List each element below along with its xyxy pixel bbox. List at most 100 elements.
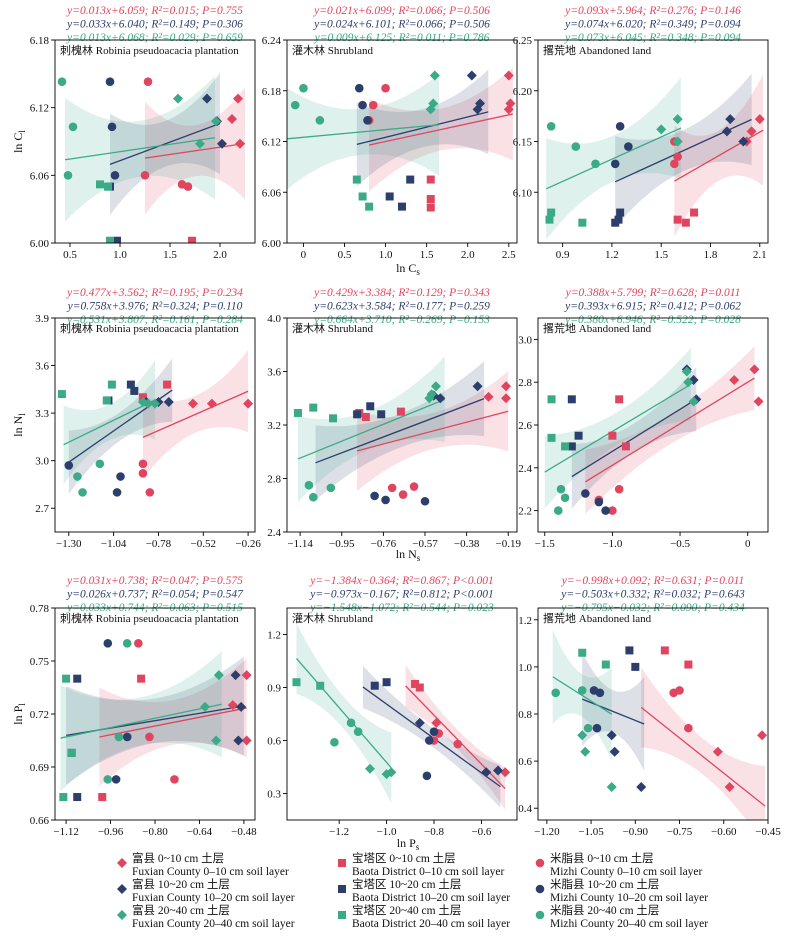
- data-point-2-3: [57, 77, 67, 87]
- data-point-0-0: [749, 364, 760, 375]
- y-tick-label: 0.72: [30, 709, 49, 721]
- data-point-2-8: [106, 236, 114, 243]
- data-point-1-8: [611, 218, 620, 227]
- x-axis-label-sub: s: [416, 842, 420, 852]
- panel-title: 刺槐林 Robinia pseudoacacia plantation: [60, 321, 239, 335]
- x-tick-label: −0.6: [471, 826, 491, 838]
- x-tick-label: −0.76: [371, 538, 397, 550]
- data-point-0-0: [757, 730, 768, 741]
- data-point-2-0: [429, 70, 440, 81]
- y-tick-label: 0.66: [30, 815, 50, 827]
- x-axis-label: ln Ps: [397, 836, 420, 852]
- data-point-0-2: [753, 396, 764, 407]
- panel-0-0: y=0.013x+6.059; R²=0.015; P=0.755 y=0.033…: [11, 5, 256, 261]
- data-point-1-2: [217, 138, 227, 149]
- panel-title: 撂荒地 Abandoned land: [543, 611, 652, 625]
- data-point-1-6: [382, 678, 391, 687]
- data-point-2-0: [681, 366, 692, 377]
- data-point-1-6: [353, 410, 362, 419]
- data-point-0-4: [608, 506, 617, 515]
- data-point-2-3: [304, 480, 314, 490]
- regression-line-0: [356, 410, 509, 452]
- data-point-2-0: [213, 670, 224, 681]
- regression-line-2: [64, 137, 216, 161]
- data-point-2-8: [365, 202, 374, 211]
- legend-label-zh: 宝塔区 10~20 cm 土层: [352, 877, 461, 891]
- legend-label-en: Mizhi County 20–40 cm soil layer: [550, 918, 708, 930]
- equation-1: y=0.026x+0.737; R²=0.054; P=0.547: [66, 589, 244, 601]
- x-tick-label: 1.5: [163, 249, 177, 261]
- data-point-2-7: [309, 403, 318, 412]
- data-point-1-0: [472, 381, 483, 392]
- data-point-2-3: [556, 484, 566, 494]
- data-point-1-8: [73, 793, 82, 802]
- y-tick-label: 0.3: [267, 789, 281, 801]
- x-tick-label: −1.04: [101, 538, 127, 550]
- y-tick-label: 0.9: [267, 683, 281, 695]
- x-tick-label: −1.05: [578, 826, 604, 838]
- data-point-0-5: [409, 482, 419, 491]
- plot-area: [287, 67, 516, 212]
- data-point-0-6: [426, 175, 435, 184]
- data-point-1-4: [594, 497, 604, 507]
- x-tick-label: −0.75: [667, 826, 693, 838]
- equation-1: y=0.623x+3.584; R²=0.177; P=0.259: [313, 301, 490, 313]
- data-point-1-4: [624, 142, 633, 151]
- data-point-2-5: [308, 492, 318, 502]
- data-point-2-4: [68, 122, 78, 132]
- plot-area: [57, 72, 246, 243]
- y-tick-label: 0.6: [518, 756, 532, 768]
- x-tick-label: −1.2: [329, 826, 349, 838]
- equation-0: y=0.429x+3.384; R²=0.129; P=0.343: [313, 287, 490, 299]
- equation-0: y=0.093x+5.964; R²=0.276; P=0.146: [564, 5, 741, 17]
- data-point-1-6: [625, 646, 634, 655]
- data-point-1-3: [581, 489, 590, 498]
- data-point-0-7: [361, 412, 370, 421]
- y-axis-label-sub: l: [17, 130, 27, 133]
- panel-2-0: y=0.031x+0.738; R²=0.047; P=0.575 y=0.026…: [11, 575, 257, 838]
- y-tick-label: 6.15: [513, 137, 533, 149]
- data-point-2-4: [73, 472, 82, 481]
- data-point-1-7: [130, 386, 139, 395]
- y-tick-label: 3.0: [35, 456, 49, 468]
- x-tick-label: 1.0: [113, 249, 127, 261]
- data-point-1-6: [73, 674, 82, 683]
- data-point-2-3: [95, 459, 105, 469]
- data-point-0-4: [398, 490, 408, 499]
- equation-0: y=0.013x+6.059; R²=0.015; P=0.755: [66, 5, 243, 17]
- data-point-0-2: [431, 717, 442, 728]
- data-point-2-1: [580, 746, 591, 757]
- x-tick-label: −1.0: [602, 538, 622, 550]
- x-tick-label: −0.64: [187, 826, 213, 838]
- legend-label-en: Baota District 0–10 cm soil layer: [352, 866, 505, 878]
- x-tick-label: −0.19: [496, 538, 522, 550]
- data-point-1-0: [636, 782, 647, 793]
- equation-2: y=0.531x+3.807; R²=0.161; P=0.284: [66, 314, 243, 326]
- data-point-0-3: [143, 77, 153, 87]
- data-point-0-3: [134, 639, 143, 648]
- data-point-1-7: [113, 236, 121, 243]
- plot-area: [545, 73, 765, 240]
- data-point-0-1: [746, 126, 757, 137]
- data-point-0-7: [98, 793, 107, 802]
- data-point-0-2: [233, 93, 243, 104]
- data-point-0-7: [681, 218, 690, 227]
- y-tick-label: 6.06: [30, 170, 50, 182]
- x-tick-label: 0.9: [556, 249, 570, 261]
- equation-0: y=0.477x+3.562; R²=0.195; P=0.234: [66, 287, 243, 299]
- plot-frame: [286, 607, 518, 821]
- x-tick-label: −0.45: [755, 826, 781, 838]
- equation-0: y=−0.998x+0.092; R²=0.631; P=0.011: [561, 575, 745, 587]
- data-point-2-7: [316, 681, 325, 690]
- x-tick-label: 1.2: [605, 249, 619, 261]
- y-tick-label: 1.0: [518, 662, 532, 674]
- legend-label-zh: 米脂县 0~10 cm 土层: [550, 851, 654, 865]
- plot-area: [292, 623, 511, 810]
- regression-line-1: [581, 698, 645, 725]
- data-point-1-1: [721, 126, 732, 137]
- legend-marker: [117, 884, 127, 894]
